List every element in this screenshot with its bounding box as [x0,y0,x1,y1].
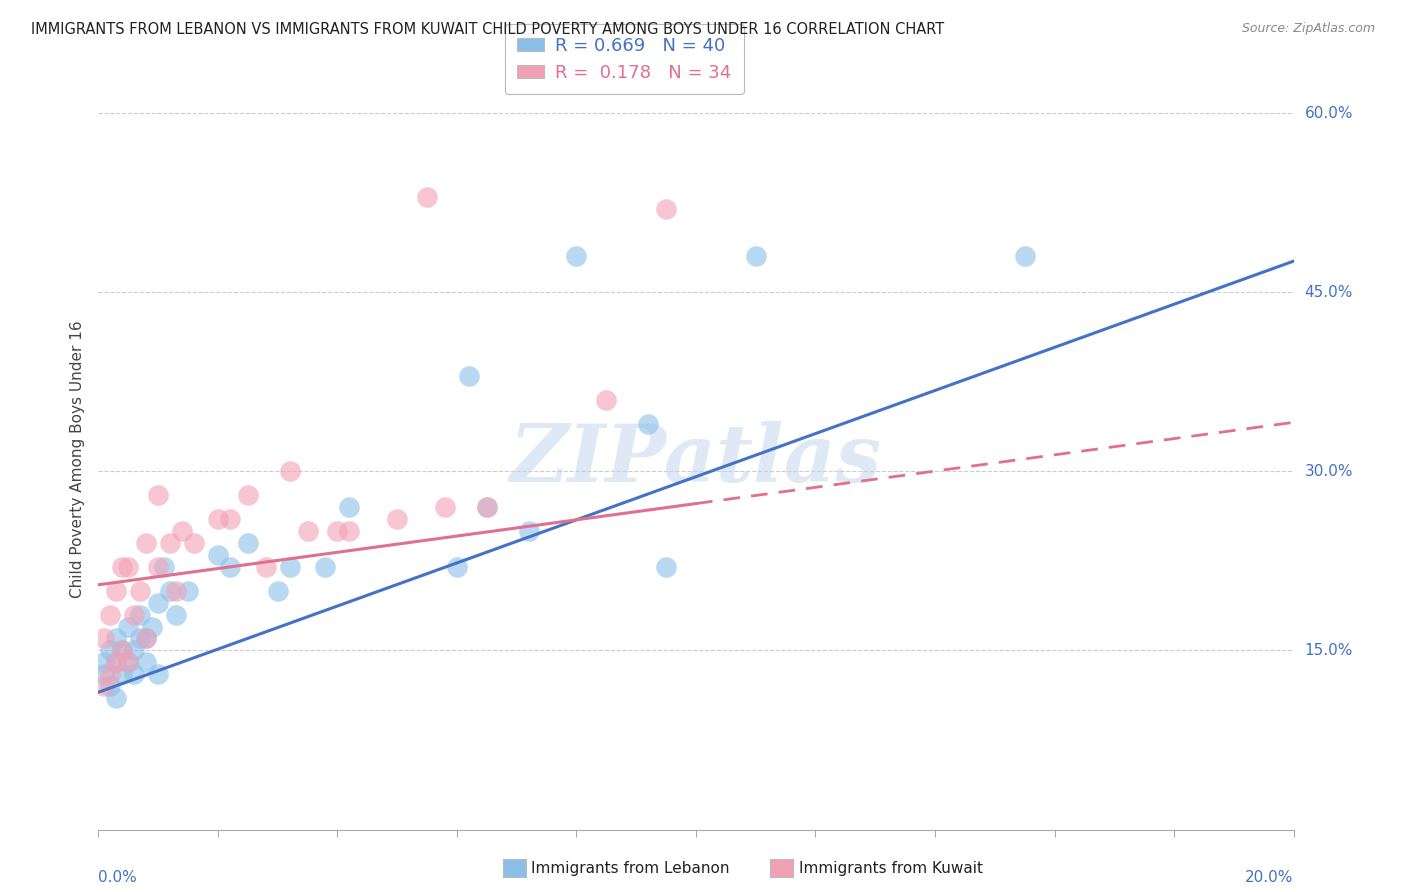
Point [475,500,498,515]
Point [105,691,128,706]
Point [655,202,678,216]
Y-axis label: Child Poverty Among Boys Under 16: Child Poverty Among Boys Under 16 [69,320,84,599]
Point [416,189,439,203]
Point [339,524,361,538]
Point [93,667,115,681]
Point [219,512,242,526]
Point [219,559,242,574]
Point [165,607,187,622]
Point [111,667,134,681]
Point [141,619,163,633]
Point [135,632,157,646]
Point [183,536,205,550]
Point [105,632,128,646]
Point [153,559,176,574]
Point [129,607,152,622]
Point [148,488,170,502]
Point [177,583,200,598]
Point [93,679,115,693]
Point [339,500,361,515]
Point [517,524,540,538]
Point [236,536,259,550]
Point [98,607,122,622]
Point [745,249,768,263]
Point [458,368,481,383]
Text: 30.0%: 30.0% [1305,464,1353,479]
Point [254,559,277,574]
Point [475,500,498,515]
Point [165,583,187,598]
Point [98,667,122,681]
Point [565,249,588,263]
Point [326,524,349,538]
Point [93,656,115,670]
Point [93,632,115,646]
Point [129,583,152,598]
Point [117,656,139,670]
Point [315,559,337,574]
Point [236,488,259,502]
Point [159,536,181,550]
Point [148,596,170,610]
Point [446,559,468,574]
Point [105,656,128,670]
Point [105,656,128,670]
Point [297,524,319,538]
Point [135,656,157,670]
Point [111,643,134,657]
Point [1014,249,1036,263]
Text: 15.0%: 15.0% [1305,643,1353,658]
Point [385,512,409,526]
Point [111,559,134,574]
Point [434,500,457,515]
Point [105,583,128,598]
Point [637,417,659,431]
Point [207,512,229,526]
Point [117,619,139,633]
Point [159,583,181,598]
Point [207,548,229,562]
Point [278,464,301,478]
Point [148,559,170,574]
Point [278,559,301,574]
Point [98,643,122,657]
Point [148,667,170,681]
Point [117,559,139,574]
Point [172,524,194,538]
Point [135,632,157,646]
Point [267,583,290,598]
Point [124,643,146,657]
Point [655,559,678,574]
Text: Source: ZipAtlas.com: Source: ZipAtlas.com [1241,22,1375,36]
Text: 0.0%: 0.0% [98,871,138,885]
Point [111,643,134,657]
Legend: R = 0.669   N = 40, R =  0.178   N = 34: R = 0.669 N = 40, R = 0.178 N = 34 [505,24,744,95]
Point [98,679,122,693]
Text: Immigrants from Lebanon: Immigrants from Lebanon [531,862,730,876]
Text: ZIPatlas: ZIPatlas [510,421,882,498]
Text: 20.0%: 20.0% [1246,871,1294,885]
Point [129,632,152,646]
Point [117,656,139,670]
Text: 60.0%: 60.0% [1305,105,1353,120]
Point [135,536,157,550]
Text: Immigrants from Kuwait: Immigrants from Kuwait [799,862,983,876]
Point [124,667,146,681]
Point [124,607,146,622]
Text: IMMIGRANTS FROM LEBANON VS IMMIGRANTS FROM KUWAIT CHILD POVERTY AMONG BOYS UNDER: IMMIGRANTS FROM LEBANON VS IMMIGRANTS FR… [31,22,945,37]
Point [595,392,617,407]
Text: 45.0%: 45.0% [1305,285,1353,300]
